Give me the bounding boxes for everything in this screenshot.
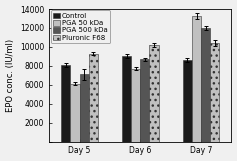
Bar bbox=[61, 65, 70, 142]
Bar bbox=[131, 69, 140, 142]
Bar bbox=[192, 16, 201, 142]
Bar bbox=[210, 43, 219, 142]
Bar bbox=[80, 74, 89, 142]
Bar bbox=[122, 56, 131, 142]
Y-axis label: EPO conc. (IU/ml): EPO conc. (IU/ml) bbox=[5, 39, 14, 112]
Bar bbox=[201, 28, 210, 142]
Bar bbox=[89, 54, 98, 142]
Bar bbox=[140, 59, 150, 142]
Bar bbox=[150, 45, 159, 142]
Bar bbox=[70, 84, 80, 142]
Legend: Control, PGA 50 kDa, PGA 500 kDa, Pluronic F68: Control, PGA 50 kDa, PGA 500 kDa, Pluron… bbox=[51, 10, 110, 43]
Bar bbox=[183, 60, 192, 142]
